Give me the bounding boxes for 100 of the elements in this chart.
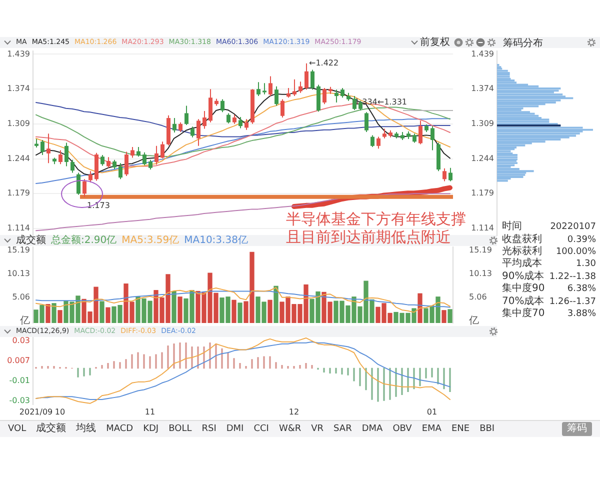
bar <box>274 286 278 323</box>
candlestick <box>136 146 140 158</box>
y-tick-label: 1.179 <box>7 188 30 198</box>
candlestick <box>238 116 242 129</box>
category-label: CCI <box>254 423 269 435</box>
x-tick-label: 11 <box>144 407 156 416</box>
candlestick <box>76 172 80 196</box>
category-label: EMA <box>422 423 442 435</box>
y-tick-label: 1.179 <box>471 188 494 198</box>
text: 前复权 <box>420 37 450 48</box>
candlestick <box>46 133 50 164</box>
candlestick <box>274 86 278 106</box>
annotation: 1.173 <box>87 200 110 210</box>
bar <box>232 300 236 323</box>
bar <box>46 304 50 323</box>
text: 光标获利 <box>502 246 542 258</box>
bar <box>268 300 272 323</box>
candlestick <box>64 142 68 167</box>
candlestick <box>262 82 266 95</box>
candlestick <box>244 118 248 130</box>
candlestick <box>310 69 314 90</box>
candlestick <box>232 114 236 124</box>
candlestick <box>88 170 92 183</box>
candlestick <box>82 178 86 198</box>
category-label: SAR <box>334 423 352 435</box>
candlestick <box>112 159 116 170</box>
x-tick-label: 12 <box>288 407 300 416</box>
category-label: DMI <box>226 423 244 435</box>
candlestick <box>118 162 122 180</box>
chart-title: 筹码分布 <box>503 36 543 50</box>
text: 平均成本 <box>502 258 542 270</box>
y-tick-label: 1.439 <box>471 49 494 58</box>
candlestick <box>196 118 200 146</box>
candlestick <box>448 167 452 182</box>
bar <box>172 290 176 323</box>
bar <box>100 301 104 323</box>
candlestick <box>40 140 44 156</box>
candlestick <box>184 105 188 126</box>
category-label: KDJ <box>143 423 159 435</box>
annotation: 收盘获利 <box>502 234 542 246</box>
candlestick <box>370 134 374 148</box>
candlestick <box>160 141 164 159</box>
annotation: 半导体基金下方有年线支撑 <box>286 210 466 228</box>
candlestick <box>382 128 386 139</box>
candlestick <box>70 159 74 174</box>
bar <box>442 310 446 323</box>
candlestick <box>190 126 194 138</box>
candlestick <box>412 133 416 144</box>
category-label: OBV <box>392 423 412 435</box>
y-tick-label: 1.439 <box>7 49 30 58</box>
annotation: 且目前到达前期低点附近 <box>286 228 452 246</box>
category-label: RSI <box>202 423 216 435</box>
candlestick <box>286 88 290 98</box>
candlestick <box>130 146 134 158</box>
text: MA5:3.59亿 <box>122 235 180 246</box>
y-tick-label: 1.114 <box>7 224 30 233</box>
text: 100.00% <box>556 246 596 258</box>
y-tick-label: 亿 <box>19 316 30 327</box>
y-tick-label: 1.114 <box>471 224 494 233</box>
y-tick-label: 1.309 <box>7 119 30 128</box>
text: 集中度70 <box>502 308 545 320</box>
y-tick-label: 1.244 <box>7 154 30 163</box>
candlestick <box>340 88 344 98</box>
text: 1.22--1.38 <box>549 270 596 283</box>
candlestick <box>334 89 338 103</box>
candlestick <box>364 112 368 132</box>
candlestick <box>124 151 128 176</box>
candlestick <box>298 81 302 94</box>
candlestick <box>220 98 224 113</box>
candlestick <box>154 145 158 166</box>
candlestick <box>256 82 260 97</box>
candlestick <box>268 76 272 97</box>
y-tick-label: 1.374 <box>7 84 30 94</box>
candlestick <box>178 122 182 132</box>
bar <box>238 302 242 323</box>
candlestick <box>172 118 176 134</box>
annotation: 0.39% <box>567 234 596 246</box>
candlestick <box>322 88 326 105</box>
candlestick <box>280 98 284 118</box>
category-label: BOLL <box>168 423 192 435</box>
y-tick-label: 10.13 <box>7 268 30 278</box>
candlestick <box>226 112 230 124</box>
category-label: ENE <box>451 423 470 435</box>
text: 筹码 <box>562 422 592 436</box>
y-tick-label: -0.01 <box>9 376 30 386</box>
category-label: DMA <box>362 423 383 435</box>
legend-title: 成交额 <box>16 235 46 246</box>
y-tick-label: 0.03 <box>12 336 30 345</box>
y-tick-label: -0.03 <box>9 396 30 406</box>
category-label: VR <box>311 423 324 435</box>
candlestick <box>442 168 446 182</box>
x-tick-label: 10 <box>54 407 66 416</box>
bar <box>58 310 62 323</box>
text: 70%成本 <box>502 296 544 308</box>
category-label: 成交额 <box>36 423 66 435</box>
y-tick-label: 1.374 <box>471 84 494 94</box>
bar <box>418 293 422 323</box>
candlestick <box>100 154 104 166</box>
bar <box>178 296 182 323</box>
category-label: W&R <box>278 423 302 435</box>
